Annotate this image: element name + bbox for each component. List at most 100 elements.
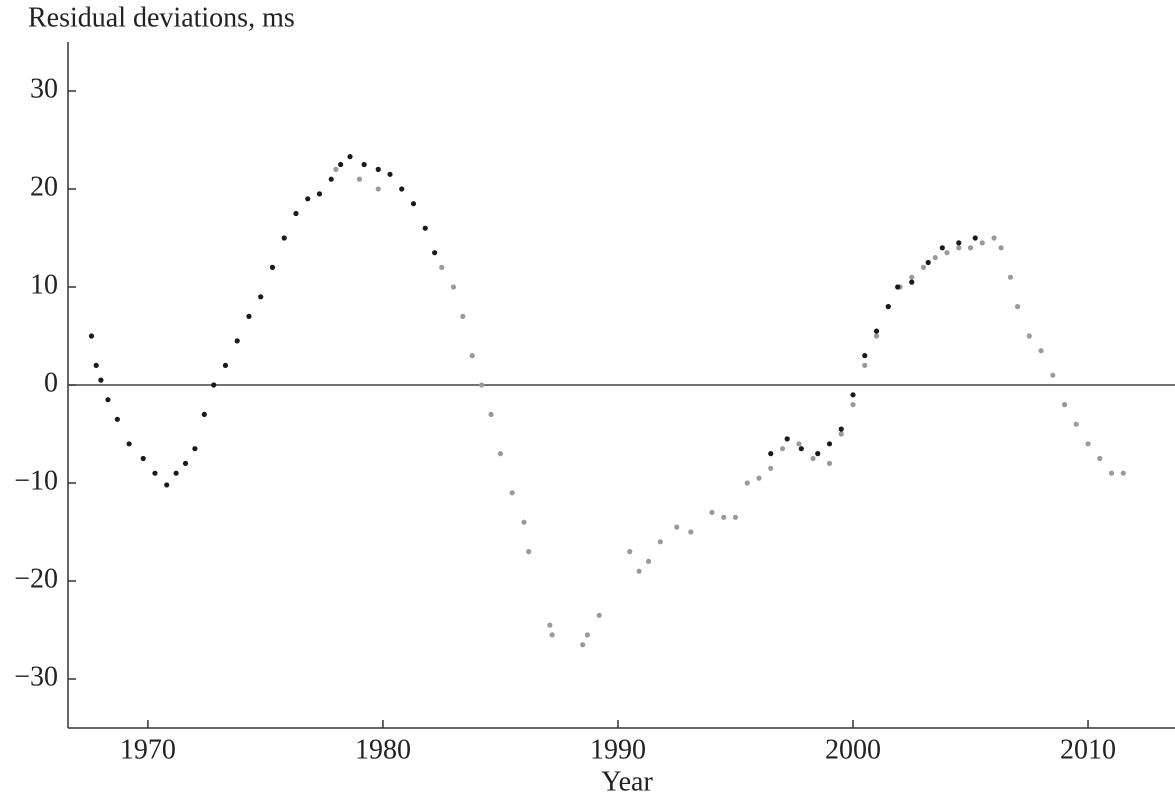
point xyxy=(375,186,381,192)
point xyxy=(439,264,445,270)
point xyxy=(596,612,602,618)
point xyxy=(688,529,694,535)
point xyxy=(422,225,428,231)
point xyxy=(979,240,985,246)
point xyxy=(164,482,170,488)
point xyxy=(333,166,339,172)
point xyxy=(873,333,880,339)
point xyxy=(488,411,494,417)
point xyxy=(126,441,132,447)
point xyxy=(862,362,868,368)
point xyxy=(972,235,978,241)
point xyxy=(375,166,381,172)
point xyxy=(1038,348,1044,354)
point xyxy=(709,509,715,515)
point xyxy=(796,441,802,447)
point xyxy=(281,235,287,241)
point xyxy=(410,201,417,207)
point xyxy=(645,558,652,565)
point xyxy=(356,176,363,182)
y-tick-label: 0 xyxy=(44,367,58,398)
point xyxy=(1085,441,1091,447)
point xyxy=(293,210,299,217)
point xyxy=(798,446,804,452)
point xyxy=(234,338,240,344)
point xyxy=(246,313,252,319)
point xyxy=(768,465,774,471)
point xyxy=(627,549,633,555)
point xyxy=(140,455,146,462)
point xyxy=(850,402,856,408)
point xyxy=(1073,421,1079,427)
point xyxy=(1108,470,1115,476)
point xyxy=(192,446,198,452)
point xyxy=(826,460,833,466)
y-tick-label: 30 xyxy=(30,73,58,104)
point xyxy=(584,632,591,638)
point xyxy=(636,568,642,574)
point xyxy=(756,475,762,481)
point xyxy=(838,426,844,432)
point xyxy=(497,451,504,457)
point xyxy=(779,446,786,452)
point xyxy=(784,436,790,442)
point xyxy=(1026,333,1032,339)
point xyxy=(88,333,95,339)
point xyxy=(258,294,264,300)
point xyxy=(810,455,816,462)
point xyxy=(920,264,927,270)
point xyxy=(222,362,229,368)
point xyxy=(152,470,158,476)
point xyxy=(768,451,774,457)
point xyxy=(838,431,844,437)
x-tick-label: 1980 xyxy=(355,734,411,765)
y-tick-label: 10 xyxy=(30,269,58,300)
point xyxy=(967,245,974,251)
point xyxy=(909,279,915,285)
point xyxy=(549,632,555,638)
point xyxy=(939,245,945,251)
point xyxy=(1097,455,1103,462)
point xyxy=(944,250,950,256)
point xyxy=(316,191,323,197)
point xyxy=(526,549,532,555)
point xyxy=(460,313,466,319)
point xyxy=(432,250,438,256)
y-tick-label: 20 xyxy=(30,171,58,202)
point xyxy=(114,416,120,422)
point xyxy=(580,642,586,648)
point xyxy=(826,441,833,447)
point xyxy=(850,392,856,398)
point xyxy=(1007,274,1014,280)
y-axis-label: Residual deviations, ms xyxy=(28,2,295,33)
point xyxy=(450,284,457,290)
point xyxy=(873,328,880,334)
x-tick-label: 1970 xyxy=(120,734,176,765)
y-tick-label: −30 xyxy=(14,661,58,692)
point xyxy=(173,470,179,476)
x-tick-label: 2010 xyxy=(1060,734,1116,765)
point xyxy=(338,161,344,168)
point xyxy=(361,161,367,168)
point xyxy=(1061,402,1068,408)
x-axis-label: Year xyxy=(601,766,653,797)
x-tick-label: 1990 xyxy=(590,734,646,765)
point xyxy=(105,397,111,403)
point xyxy=(201,411,207,417)
point xyxy=(885,304,891,310)
point xyxy=(956,245,962,251)
point xyxy=(744,480,750,486)
point xyxy=(93,362,99,368)
point xyxy=(909,274,915,280)
point xyxy=(732,514,739,520)
point xyxy=(721,514,727,520)
point xyxy=(674,524,680,530)
point xyxy=(998,245,1004,251)
point xyxy=(387,171,393,177)
x-tick-label: 2000 xyxy=(825,734,881,765)
point xyxy=(1120,470,1126,476)
point xyxy=(509,490,515,496)
y-tick-label: −10 xyxy=(14,465,58,496)
point xyxy=(862,353,868,359)
